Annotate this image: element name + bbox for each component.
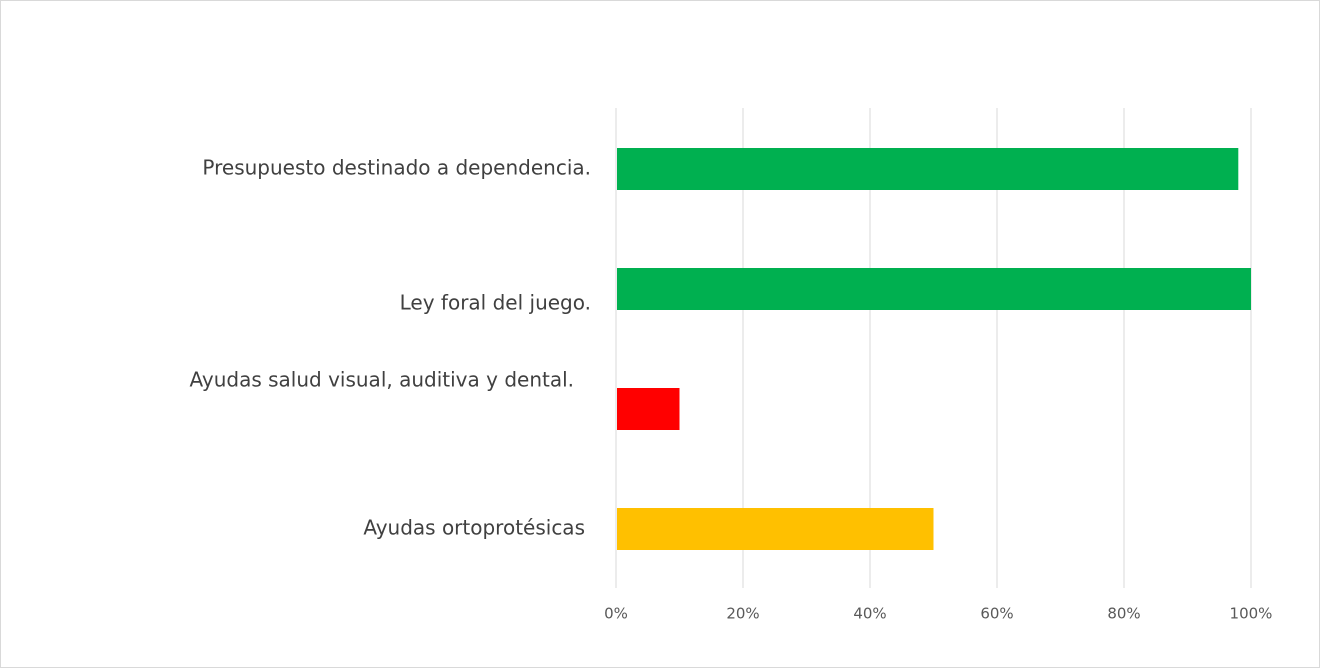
x-tick-label: 100% (1230, 605, 1273, 623)
bar (617, 388, 680, 430)
category-labels: Presupuesto destinado a dependencia. Ley … (190, 156, 591, 540)
bar (617, 508, 934, 550)
category-label: Ayudas ortoprotésicas (363, 516, 585, 540)
x-tick-label: 60% (980, 605, 1013, 623)
bars (617, 148, 1251, 550)
x-tick-label: 20% (726, 605, 759, 623)
bar (617, 268, 1251, 310)
category-label: Ley foral del juego. (400, 291, 591, 315)
category-label: Presupuesto destinado a dependencia. (202, 156, 591, 180)
x-tick-labels: 0% 20% 40% 60% 80% 100% (604, 605, 1272, 623)
x-tick-label: 0% (604, 605, 628, 623)
x-tick-label: 40% (853, 605, 886, 623)
x-tick-label: 80% (1107, 605, 1140, 623)
bar (617, 148, 1239, 190)
category-label: Ayudas salud visual, auditiva y dental. (190, 368, 574, 392)
